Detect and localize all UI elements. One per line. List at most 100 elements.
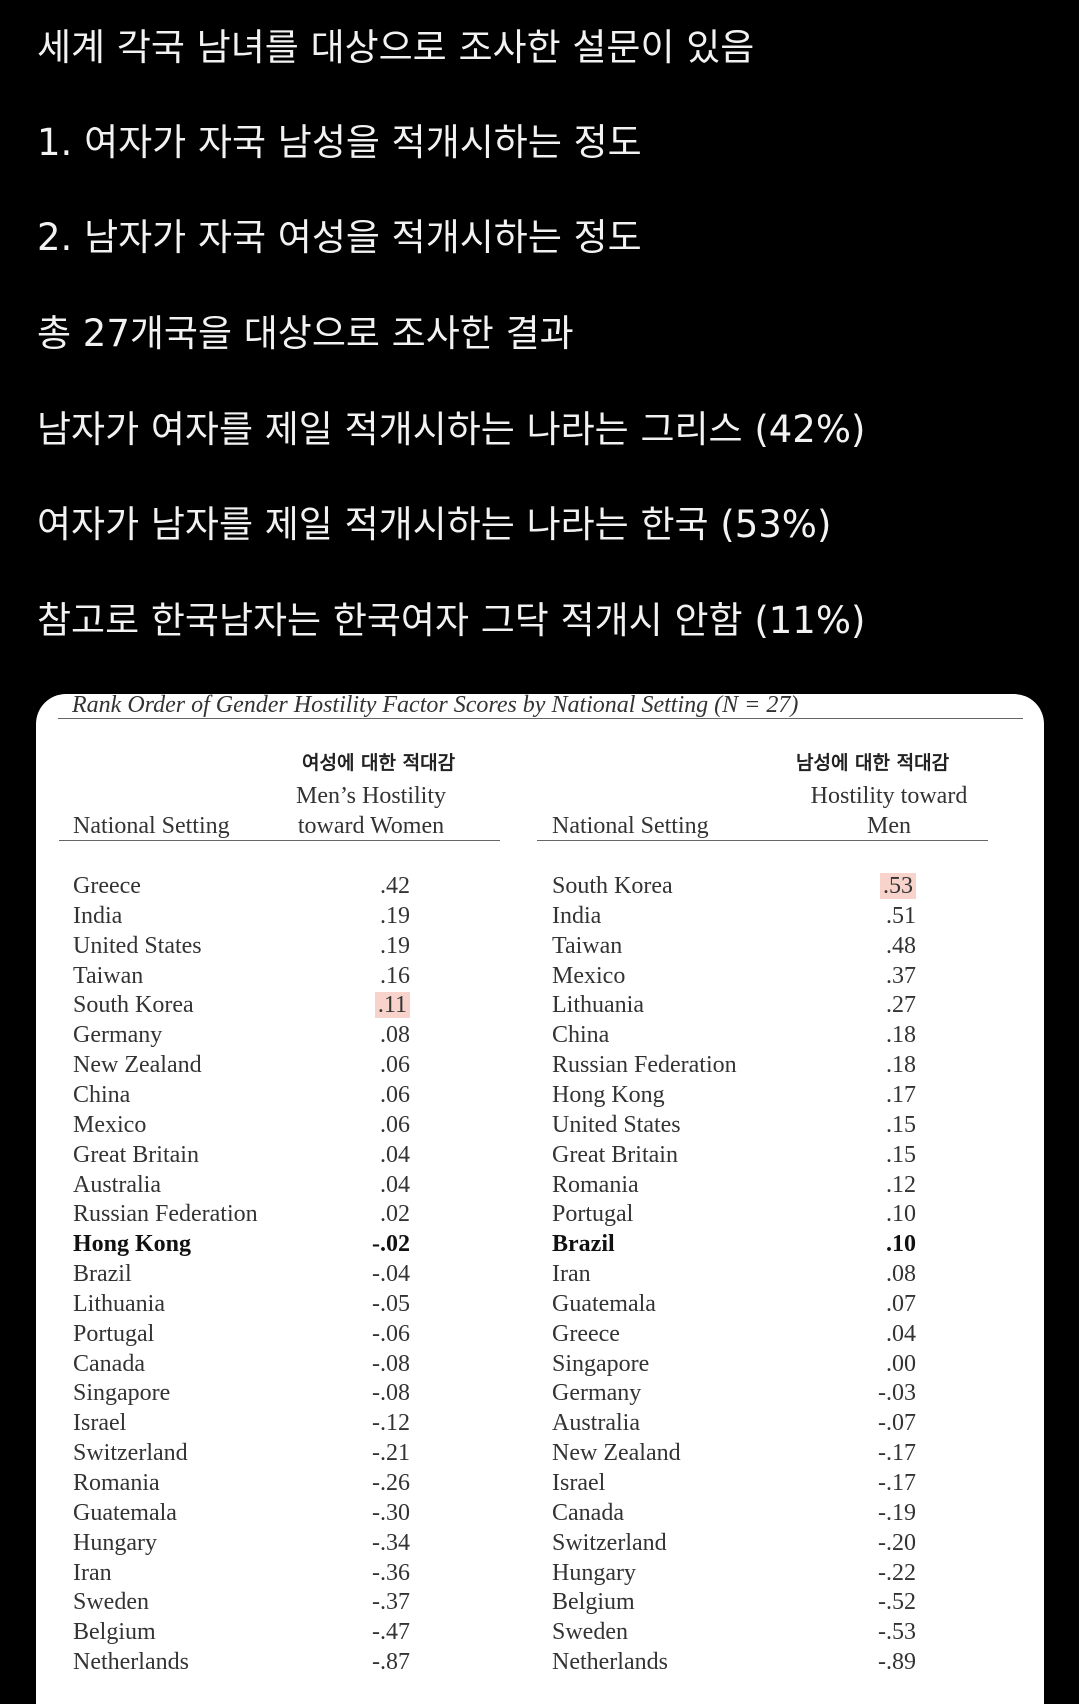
right-value-cell: .12 [846, 1170, 916, 1200]
value-text: .48 [886, 932, 916, 959]
value-text: .17 [886, 1081, 916, 1108]
right-value-cell: -.03 [846, 1378, 916, 1408]
table-image-card: Rank Order of Gender Hostility Factor Sc… [36, 694, 1044, 1704]
value-text: .42 [380, 873, 410, 899]
left-col-value-header-2: toward Women [297, 813, 445, 839]
right-country-cell: Lithuania [552, 992, 644, 1019]
left-value-cell: .06 [340, 1110, 410, 1140]
left-country-cell: United States [73, 932, 202, 959]
left-country-cell: Netherlands [73, 1649, 189, 1676]
value-text: -.04 [372, 1261, 410, 1288]
left-country-cell: Germany [73, 1022, 163, 1049]
right-country-cell: Germany [552, 1380, 642, 1407]
intro-line: 남자가 여자를 제일 적개시하는 나라는 그리스 (42%) [37, 408, 866, 451]
left-country-cell: Australia [73, 1171, 161, 1198]
left-value-cell: .04 [340, 1170, 410, 1200]
intro-line: 총 27개국을 대상으로 조사한 결과 [37, 312, 574, 355]
value-text: .06 [380, 1111, 410, 1138]
right-country-cell: Iran [552, 1261, 591, 1288]
table-title: Rank Order of Gender Hostility Factor Sc… [72, 694, 799, 718]
left-country-cell: Hong Kong [73, 1231, 192, 1258]
left-country-cell: Singapore [73, 1380, 171, 1407]
left-country-cell: Taiwan [73, 962, 144, 989]
right-country-cell: India [552, 902, 602, 929]
right-header-rule [537, 840, 988, 841]
value-text: -.36 [372, 1559, 410, 1586]
right-value-cell: -.52 [846, 1587, 916, 1617]
right-value-cell: .00 [846, 1349, 916, 1379]
value-text: .04 [380, 1171, 410, 1198]
value-text: -.21 [372, 1440, 410, 1467]
right-value-cell: .37 [846, 961, 916, 991]
left-value-cell: -.21 [340, 1438, 410, 1468]
value-text: .12 [886, 1171, 916, 1198]
left-country-cell: Brazil [73, 1261, 132, 1288]
value-text: .19 [380, 902, 410, 929]
value-text: -.37 [372, 1589, 410, 1616]
value-text: -.19 [878, 1499, 916, 1526]
left-country-cell: Great Britain [73, 1141, 199, 1168]
intro-line: 1. 여자가 자국 남성을 적개시하는 정도 [37, 121, 642, 164]
value-text: -.47 [372, 1619, 410, 1646]
intro-line: 여자가 남자를 제일 적개시하는 나라는 한국 (53%) [37, 503, 832, 546]
right-country-cell: Taiwan [552, 932, 623, 959]
left-country-cell: Guatemala [73, 1499, 177, 1526]
title-rule [58, 718, 1023, 719]
right-country-cell: Australia [552, 1410, 640, 1437]
right-value-cell: .07 [846, 1289, 916, 1319]
left-value-cell: .16 [340, 961, 410, 991]
value-text: .27 [886, 992, 916, 1019]
value-text: -.17 [878, 1470, 916, 1496]
right-value-cell: .10 [846, 1199, 916, 1229]
right-country-cell: Singapore [552, 1350, 650, 1377]
value-text: -.87 [372, 1649, 410, 1676]
left-value-cell: -.36 [340, 1558, 410, 1588]
left-country-cell: Portugal [73, 1320, 155, 1347]
value-text: .15 [886, 1141, 916, 1168]
left-country-cell: Greece [73, 873, 141, 899]
value-text: -.06 [372, 1320, 410, 1347]
right-value-cell: -.17 [846, 1438, 916, 1468]
left-country-cell: Hungary [73, 1529, 157, 1556]
right-country-cell: Guatemala [552, 1290, 656, 1317]
right-country-cell: Hungary [552, 1559, 636, 1586]
right-country-cell: China [552, 1022, 610, 1049]
left-value-cell: .04 [340, 1140, 410, 1170]
right-value-cell: .18 [846, 1020, 916, 1050]
right-country-cell: Netherlands [552, 1649, 668, 1676]
left-value-cell: -.37 [340, 1587, 410, 1617]
value-text: .18 [886, 1022, 916, 1049]
left-value-cell: .02 [340, 1199, 410, 1229]
left-country-cell: South Korea [73, 992, 194, 1019]
left-value-cell: .19 [340, 931, 410, 961]
right-value-cell: .10 [846, 1229, 916, 1259]
value-text: -.22 [878, 1559, 916, 1586]
right-value-cell: .15 [846, 1140, 916, 1170]
value-text: -.12 [372, 1410, 410, 1437]
right-col-value-header-2: Men [867, 813, 911, 839]
value-text: .02 [380, 1201, 410, 1228]
right-country-cell: Mexico [552, 962, 626, 989]
right-value-cell: .15 [846, 1110, 916, 1140]
value-text: -.52 [878, 1589, 916, 1616]
right-country-cell: South Korea [552, 873, 673, 899]
left-value-cell: -.05 [340, 1289, 410, 1319]
left-country-cell: India [73, 902, 123, 929]
right-country-cell: Greece [552, 1320, 620, 1347]
right-value-cell: -.20 [846, 1528, 916, 1558]
value-text: .16 [380, 962, 410, 989]
left-value-cell: .42 [340, 871, 410, 901]
right-country-cell: Sweden [552, 1619, 628, 1646]
value-text: .08 [380, 1022, 410, 1049]
left-value-cell: -.04 [340, 1259, 410, 1289]
right-country-cell: Israel [552, 1470, 606, 1496]
right-value-cell: -.17 [846, 1468, 916, 1498]
value-text: -.30 [372, 1499, 410, 1526]
right-value-cell: -.22 [846, 1558, 916, 1588]
right-value-cell: .18 [846, 1050, 916, 1080]
left-value-cell: -.02 [340, 1229, 410, 1259]
right-value-cell: .17 [846, 1080, 916, 1110]
left-country-cell: Iran [73, 1559, 112, 1586]
left-value-cell: .19 [340, 901, 410, 931]
left-value-cell: -.12 [340, 1408, 410, 1438]
